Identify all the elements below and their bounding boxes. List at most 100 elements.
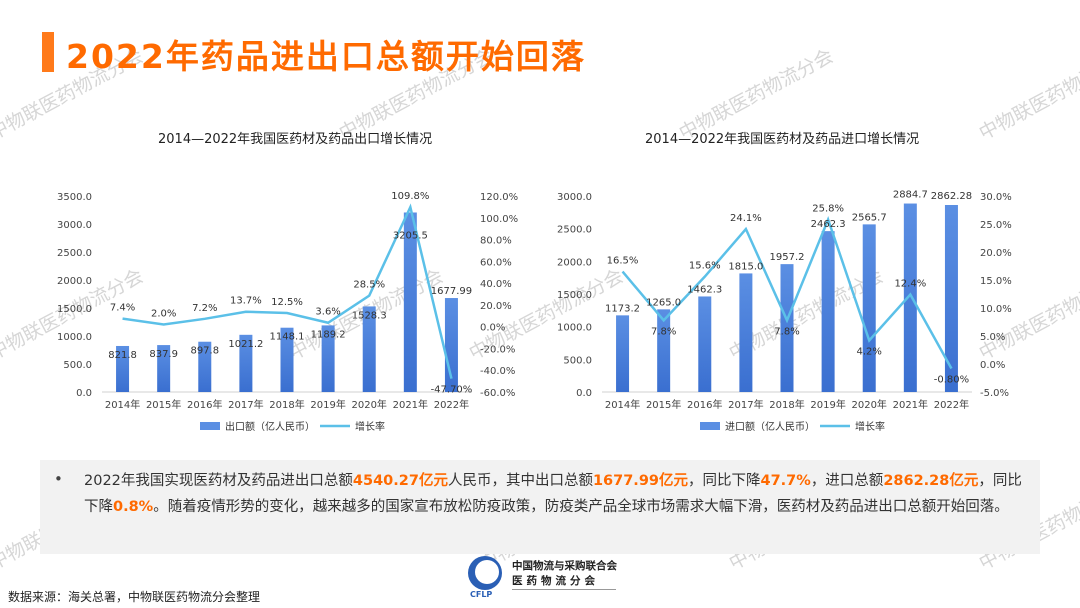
bar — [944, 204, 958, 392]
import-chart: 0.0 500.0 1000.0 1500.0 2000.0 2500.0 3000.0 -5… — [557, 190, 1012, 433]
x-tick-label: 2018年 — [269, 398, 304, 411]
logo-org-name: 中国物流与采购联合会 — [512, 560, 617, 572]
bar-value-label: 1148.1 — [270, 332, 305, 343]
page-title: 2022年药品进出口总额开始回落 — [66, 37, 586, 76]
growth-value-label: 7.8% — [774, 326, 799, 337]
growth-line — [122, 203, 453, 379]
bar — [403, 212, 417, 392]
growth-value-label: 25.8% — [812, 204, 844, 215]
y-left-tick-label: 2000.0 — [57, 276, 92, 287]
summary-highlight: 47.7% — [760, 473, 811, 489]
y-right-tick-label: 0.0% — [480, 323, 505, 334]
bar-value-label: 1173.2 — [605, 303, 640, 314]
summary-part: ，同比下降 — [688, 473, 761, 489]
y-right-tick-label: -40.0% — [480, 366, 515, 377]
summary-highlight: 4540.27亿元 — [352, 473, 448, 489]
title-accent-bar — [42, 32, 54, 72]
bar — [657, 309, 671, 392]
y-left-tick-label: 1000.0 — [57, 332, 92, 343]
bar-value-label: 1677.99 — [431, 286, 472, 297]
legend-bar-label: 进口额（亿人民币） — [725, 420, 815, 433]
logo-abbr: CFLP — [470, 590, 493, 599]
y-left-tick-label: 3000.0 — [57, 220, 92, 231]
y-left-tick-label: 1000.0 — [557, 323, 592, 334]
legend-line-label: 增长率 — [355, 420, 385, 433]
legend-line-label: 增长率 — [855, 420, 885, 433]
summary-highlight: 0.8% — [113, 499, 154, 515]
x-tick-label: 2021年 — [393, 398, 428, 411]
growth-value-label: 3.6% — [315, 307, 340, 318]
bar-value-label: 1462.3 — [687, 284, 722, 295]
summary-part: ，同比下降 — [84, 473, 1022, 515]
bar — [362, 306, 376, 392]
data-source: 数据来源：海关总署，中物联医药物流分会整理 — [8, 590, 261, 604]
growth-value-label: 28.5% — [353, 280, 385, 291]
growth-value-label: 12.4% — [894, 279, 926, 290]
bar — [116, 345, 130, 392]
summary-highlight: 1677.99亿元 — [592, 473, 688, 489]
growth-value-label: -47.70% — [431, 385, 473, 396]
y-left-tick-label: 0.0 — [76, 388, 92, 399]
y-left-tick-label: 1500.0 — [57, 304, 92, 315]
y-left-tick-label: 0.0 — [576, 388, 592, 399]
growth-value-label: 4.2% — [857, 346, 882, 357]
logo-branch-name: 医药物流分会 — [512, 575, 599, 587]
summary-part: 2022年我国实现医药材及药品进出口总额 — [84, 473, 353, 489]
y-right-tick-label: -60.0% — [480, 388, 515, 399]
logo-crescent-icon — [475, 560, 499, 584]
x-tick-label: 2020年 — [351, 398, 386, 411]
bar-value-label: 1189.2 — [311, 329, 346, 340]
legend-bar-swatch — [200, 422, 220, 430]
x-tick-label: 2016年 — [187, 398, 222, 411]
y-left-tick-label: 2500.0 — [557, 225, 592, 236]
watermark: 中物联医药物流分会 — [975, 44, 1080, 145]
x-tick-label: 2016年 — [687, 398, 722, 411]
growth-value-label: 24.1% — [730, 213, 762, 224]
y-right-tick-label: 25.0% — [980, 220, 1012, 231]
y-right-tick-label: -20.0% — [480, 344, 515, 355]
bar — [157, 345, 171, 392]
x-tick-label: 2022年 — [434, 398, 469, 411]
import-chart-title: 2014—2022年我国医药材及药品进口增长情况 — [645, 132, 920, 147]
y-right-tick-label: 60.0% — [480, 257, 512, 268]
y-left-tick-label: 1500.0 — [557, 290, 592, 301]
bar-value-label: 2862.28 — [931, 191, 972, 202]
y-right-tick-label: 0.0% — [980, 360, 1005, 371]
bar-value-label: 1528.3 — [352, 310, 387, 321]
y-right-tick-label: 30.0% — [980, 192, 1012, 203]
logo-underline — [512, 589, 616, 595]
y-left-tick-label: 500.0 — [63, 360, 92, 371]
bar-value-label: 2884.7 — [893, 190, 928, 201]
growth-value-label: -0.80% — [934, 374, 969, 385]
growth-value-label: 7.4% — [110, 303, 135, 314]
growth-value-label: 12.5% — [271, 297, 303, 308]
bar — [862, 224, 876, 392]
bar-value-label: 3205.5 — [393, 230, 428, 241]
bar — [780, 264, 794, 392]
y-right-tick-label: 20.0% — [480, 301, 512, 312]
growth-value-label: 2.0% — [151, 308, 176, 319]
growth-value-label: 13.7% — [230, 296, 262, 307]
x-tick-label: 2015年 — [146, 398, 181, 411]
bar-value-label: 2462.3 — [811, 219, 846, 230]
growth-value-label: 15.6% — [689, 261, 721, 272]
y-right-tick-label: 40.0% — [480, 279, 512, 290]
bar — [739, 273, 753, 392]
legend-bar-label: 出口额（亿人民币） — [225, 420, 315, 433]
x-tick-label: 2020年 — [851, 398, 886, 411]
bar-value-label: 897.8 — [190, 346, 219, 357]
y-right-tick-label: 15.0% — [980, 276, 1012, 287]
x-tick-label: 2018年 — [769, 398, 804, 411]
y-left-tick-label: 500.0 — [563, 355, 592, 366]
bar — [616, 315, 630, 392]
summary-part: 人民币，其中出口总额 — [447, 473, 593, 489]
y-right-tick-label: 20.0% — [980, 248, 1012, 259]
y-right-tick-label: 80.0% — [480, 236, 512, 247]
summary-highlight: 2862.28亿元 — [883, 473, 979, 489]
x-tick-label: 2017年 — [728, 398, 763, 411]
growth-value-label: 7.2% — [192, 303, 217, 314]
bar — [698, 296, 712, 392]
y-left-tick-label: 3500.0 — [57, 192, 92, 203]
summary-box: • 2022年我国实现医药材及药品进出口总额4540.27亿元人民币，其中出口总… — [40, 460, 1040, 554]
x-tick-label: 2019年 — [310, 398, 345, 411]
